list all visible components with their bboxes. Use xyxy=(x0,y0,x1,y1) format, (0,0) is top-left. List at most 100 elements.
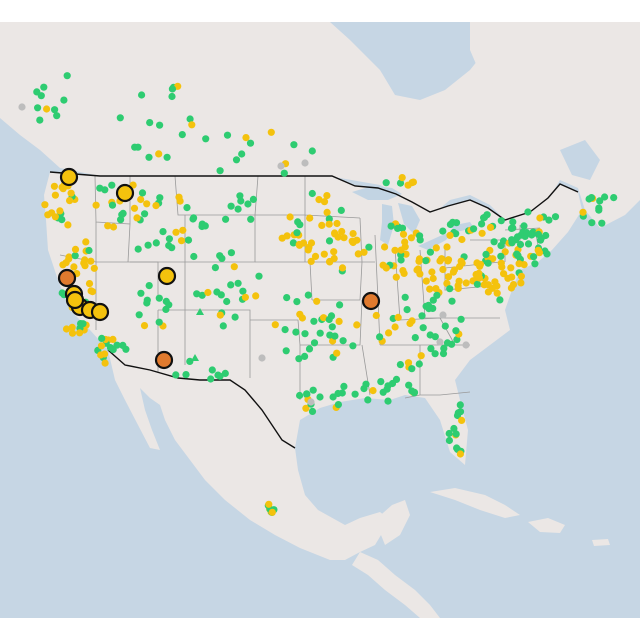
station-marker[interactable] xyxy=(404,181,412,189)
station-marker[interactable] xyxy=(221,369,229,377)
station-marker[interactable] xyxy=(328,323,336,331)
highlighted-station-moderate[interactable] xyxy=(65,290,85,310)
station-marker[interactable] xyxy=(252,292,260,300)
triangle-station-marker[interactable] xyxy=(191,354,199,361)
station-marker[interactable] xyxy=(202,135,210,143)
station-marker[interactable] xyxy=(325,220,333,228)
station-marker[interactable] xyxy=(85,246,93,255)
station-marker-no-data[interactable] xyxy=(462,341,470,349)
station-marker[interactable] xyxy=(596,197,604,205)
station-marker[interactable] xyxy=(305,345,314,353)
station-marker[interactable] xyxy=(517,272,526,280)
station-marker[interactable] xyxy=(109,335,117,343)
station-marker[interactable] xyxy=(320,314,328,322)
station-marker[interactable] xyxy=(308,147,316,155)
station-marker[interactable] xyxy=(108,201,117,209)
station-marker[interactable] xyxy=(480,214,488,222)
station-marker[interactable] xyxy=(223,297,231,306)
station-marker[interactable] xyxy=(588,219,596,227)
station-marker[interactable] xyxy=(452,430,460,438)
station-marker[interactable] xyxy=(70,263,78,271)
station-marker[interactable] xyxy=(369,387,377,395)
station-marker[interactable] xyxy=(56,207,64,215)
station-marker[interactable] xyxy=(516,240,525,249)
highlighted-station-moderate[interactable] xyxy=(157,266,177,286)
station-marker[interactable] xyxy=(409,178,417,186)
station-marker[interactable] xyxy=(207,375,215,383)
station-marker[interactable] xyxy=(92,201,100,209)
highlighted-station-moderate[interactable] xyxy=(90,302,110,322)
station-marker[interactable] xyxy=(530,253,538,261)
station-marker[interactable] xyxy=(271,321,279,329)
station-marker[interactable] xyxy=(300,239,308,247)
station-marker[interactable] xyxy=(445,429,453,438)
station-marker[interactable] xyxy=(349,230,357,238)
station-marker[interactable] xyxy=(475,269,483,277)
station-marker[interactable] xyxy=(156,194,164,202)
station-marker[interactable] xyxy=(227,202,235,210)
station-marker-no-data[interactable] xyxy=(301,159,309,167)
station-marker[interactable] xyxy=(143,296,151,304)
station-marker[interactable] xyxy=(116,114,124,122)
station-marker[interactable] xyxy=(137,195,145,204)
station-marker[interactable] xyxy=(417,352,425,360)
station-marker[interactable] xyxy=(490,238,498,246)
station-marker[interactable] xyxy=(155,318,163,326)
station-marker[interactable] xyxy=(376,333,384,341)
station-marker[interactable] xyxy=(406,319,414,328)
station-marker[interactable] xyxy=(296,391,304,400)
station-marker[interactable] xyxy=(293,229,301,237)
station-marker[interactable] xyxy=(402,250,410,258)
station-marker[interactable] xyxy=(452,219,461,227)
station-marker[interactable] xyxy=(418,312,426,320)
station-marker[interactable] xyxy=(384,397,392,405)
station-marker[interactable] xyxy=(68,329,77,337)
station-marker[interactable] xyxy=(178,131,186,139)
station-marker[interactable] xyxy=(457,257,465,265)
highlighted-station-moderate[interactable] xyxy=(115,183,135,203)
station-marker[interactable] xyxy=(87,287,95,295)
station-marker[interactable] xyxy=(509,218,517,226)
station-marker[interactable] xyxy=(446,285,454,293)
station-marker[interactable] xyxy=(163,153,171,161)
station-marker[interactable] xyxy=(394,224,402,232)
station-marker[interactable] xyxy=(340,382,348,390)
station-marker[interactable] xyxy=(282,347,290,355)
station-marker[interactable] xyxy=(234,279,242,287)
station-marker[interactable] xyxy=(308,407,317,415)
station-marker[interactable] xyxy=(122,345,130,353)
station-marker[interactable] xyxy=(143,200,151,208)
station-marker[interactable] xyxy=(51,106,59,114)
station-marker[interactable] xyxy=(524,208,532,216)
station-marker[interactable] xyxy=(339,337,347,345)
station-marker[interactable] xyxy=(145,153,153,161)
station-marker[interactable] xyxy=(309,386,317,394)
station-marker[interactable] xyxy=(476,262,484,270)
station-marker[interactable] xyxy=(104,222,112,230)
station-marker[interactable] xyxy=(338,227,346,236)
station-marker[interactable] xyxy=(211,264,219,272)
station-marker[interactable] xyxy=(133,214,141,222)
station-marker[interactable] xyxy=(219,322,227,330)
station-marker[interactable] xyxy=(190,252,198,261)
station-marker[interactable] xyxy=(360,248,368,256)
station-marker[interactable] xyxy=(362,380,370,388)
station-marker[interactable] xyxy=(353,321,361,329)
station-marker[interactable] xyxy=(387,222,395,230)
station-marker[interactable] xyxy=(165,301,173,309)
station-marker[interactable] xyxy=(223,131,232,139)
station-marker[interactable] xyxy=(497,259,505,267)
station-marker[interactable] xyxy=(452,327,460,335)
station-marker[interactable] xyxy=(508,236,516,244)
station-marker[interactable] xyxy=(168,85,176,93)
station-marker[interactable] xyxy=(146,119,154,127)
station-marker[interactable] xyxy=(230,263,238,271)
station-marker[interactable] xyxy=(338,389,346,397)
station-marker[interactable] xyxy=(293,298,301,306)
station-marker[interactable] xyxy=(326,258,334,266)
station-marker[interactable] xyxy=(462,279,470,287)
station-marker[interactable] xyxy=(338,264,347,272)
station-marker[interactable] xyxy=(184,236,193,244)
station-marker[interactable] xyxy=(551,213,560,221)
